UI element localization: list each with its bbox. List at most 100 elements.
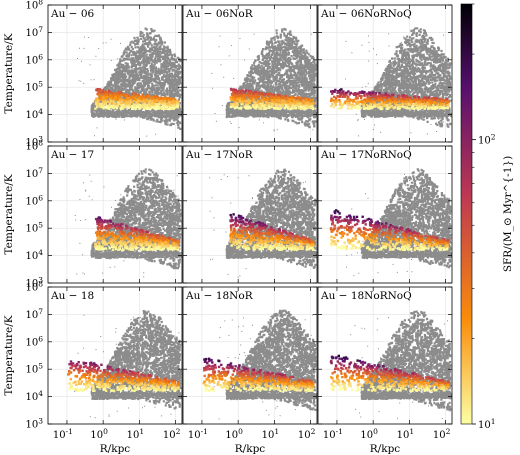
sf-gas-point bbox=[101, 379, 104, 382]
sf-gas-point bbox=[129, 99, 132, 102]
sf-gas-point bbox=[295, 104, 298, 108]
sf-gas-point bbox=[261, 241, 264, 245]
sf-gas-point bbox=[351, 225, 354, 229]
sf-gas-point bbox=[277, 93, 280, 97]
sf-gas-point bbox=[332, 99, 335, 102]
sf-gas-point bbox=[150, 381, 153, 384]
sf-gas-point bbox=[409, 229, 412, 232]
sf-gas-point bbox=[389, 100, 392, 103]
sf-gas-point bbox=[341, 95, 344, 98]
sf-gas-point bbox=[354, 223, 357, 227]
sf-gas-point bbox=[377, 96, 380, 100]
sf-gas-point bbox=[418, 103, 421, 106]
sf-gas-point bbox=[156, 377, 160, 381]
sf-gas-point bbox=[105, 100, 108, 103]
sf-gas-point bbox=[103, 240, 107, 244]
sf-gas-point bbox=[149, 233, 152, 236]
sf-gas-point bbox=[268, 233, 271, 236]
sf-gas-point bbox=[372, 386, 375, 389]
sf-gas-point bbox=[234, 91, 237, 95]
sf-gas-point bbox=[330, 387, 333, 390]
sf-gas-point bbox=[147, 102, 150, 105]
sf-gas-point bbox=[311, 102, 314, 105]
sf-gas-point bbox=[402, 382, 405, 385]
sf-gas-point bbox=[235, 104, 239, 107]
sf-gas-point bbox=[234, 104, 237, 107]
sf-gas-point bbox=[278, 244, 282, 247]
sf-gas-point bbox=[246, 378, 249, 381]
sf-gas-point bbox=[105, 235, 108, 238]
sf-gas-point bbox=[395, 368, 398, 372]
sf-gas-point bbox=[420, 245, 423, 249]
sf-gas-point bbox=[292, 248, 296, 251]
sf-gas-point bbox=[356, 386, 359, 390]
sf-gas-point bbox=[135, 241, 139, 244]
sf-gas-point bbox=[119, 223, 123, 226]
sf-gas-point bbox=[371, 101, 374, 104]
sf-gas-point bbox=[107, 234, 111, 237]
sf-gas-point bbox=[396, 104, 399, 107]
sf-gas-point bbox=[370, 220, 374, 223]
sf-gas-point bbox=[412, 372, 415, 375]
sf-gas-point bbox=[259, 107, 263, 110]
sf-gas-point bbox=[213, 381, 216, 384]
sf-gas-point bbox=[330, 230, 333, 233]
sf-gas-point bbox=[104, 225, 108, 228]
sf-gas-point bbox=[104, 100, 107, 104]
sf-gas-point bbox=[134, 388, 138, 391]
sf-gas-point bbox=[277, 230, 280, 233]
sf-gas-point bbox=[363, 93, 366, 96]
sf-gas-point bbox=[148, 381, 151, 384]
sf-gas-point bbox=[375, 238, 378, 241]
sf-gas-point bbox=[338, 98, 341, 102]
sf-gas-point bbox=[417, 232, 420, 235]
sf-gas-point bbox=[301, 246, 305, 249]
sf-gas-point bbox=[261, 240, 265, 243]
sf-gas-point bbox=[389, 369, 393, 372]
sf-gas-point bbox=[128, 384, 131, 388]
sf-gas-point bbox=[362, 219, 365, 223]
sf-gas-point bbox=[244, 371, 247, 374]
sf-gas-point bbox=[152, 105, 155, 109]
sf-gas-point bbox=[98, 88, 102, 91]
sf-gas-point bbox=[264, 93, 267, 96]
sf-gas-point bbox=[133, 96, 136, 99]
sf-gas-point bbox=[111, 100, 115, 103]
sf-gas-point bbox=[157, 107, 160, 110]
sf-gas-point bbox=[432, 107, 435, 110]
sf-gas-point bbox=[152, 102, 155, 106]
sf-gas-point bbox=[151, 247, 154, 251]
sf-gas-point bbox=[252, 371, 256, 374]
sf-gas-point bbox=[439, 248, 442, 251]
sf-gas-point bbox=[335, 380, 338, 383]
sf-gas-point bbox=[289, 243, 292, 246]
sf-gas-point bbox=[237, 91, 240, 94]
sf-gas-point bbox=[287, 236, 291, 239]
sf-gas-point bbox=[414, 381, 417, 384]
sf-gas-point bbox=[426, 377, 429, 380]
sf-gas-point bbox=[210, 388, 213, 391]
sf-gas-point bbox=[276, 382, 279, 386]
sf-gas-point bbox=[295, 387, 298, 390]
sf-gas-point bbox=[118, 373, 122, 376]
sf-gas-point bbox=[153, 245, 156, 249]
sf-gas-point bbox=[244, 89, 248, 92]
axis-labels: 103104105106107108Temperature/K103104105… bbox=[3, 0, 451, 455]
sf-gas-point bbox=[217, 365, 221, 369]
sf-gas-point bbox=[338, 380, 341, 383]
sf-gas-point bbox=[382, 246, 385, 249]
sf-gas-point bbox=[117, 248, 120, 251]
sf-gas-point bbox=[406, 103, 410, 106]
sf-gas-point bbox=[114, 246, 118, 249]
sf-gas-point bbox=[406, 228, 410, 231]
sf-gas-point bbox=[402, 105, 406, 109]
sf-gas-point bbox=[434, 239, 437, 243]
sf-gas-point bbox=[79, 364, 82, 367]
sf-gas-point bbox=[409, 248, 412, 251]
sf-gas-point bbox=[208, 379, 211, 382]
sf-gas-point bbox=[431, 106, 434, 109]
sf-gas-point bbox=[387, 384, 390, 388]
sf-gas-point bbox=[368, 381, 372, 384]
sf-gas-point bbox=[288, 100, 291, 104]
sf-gas-point bbox=[230, 216, 233, 219]
